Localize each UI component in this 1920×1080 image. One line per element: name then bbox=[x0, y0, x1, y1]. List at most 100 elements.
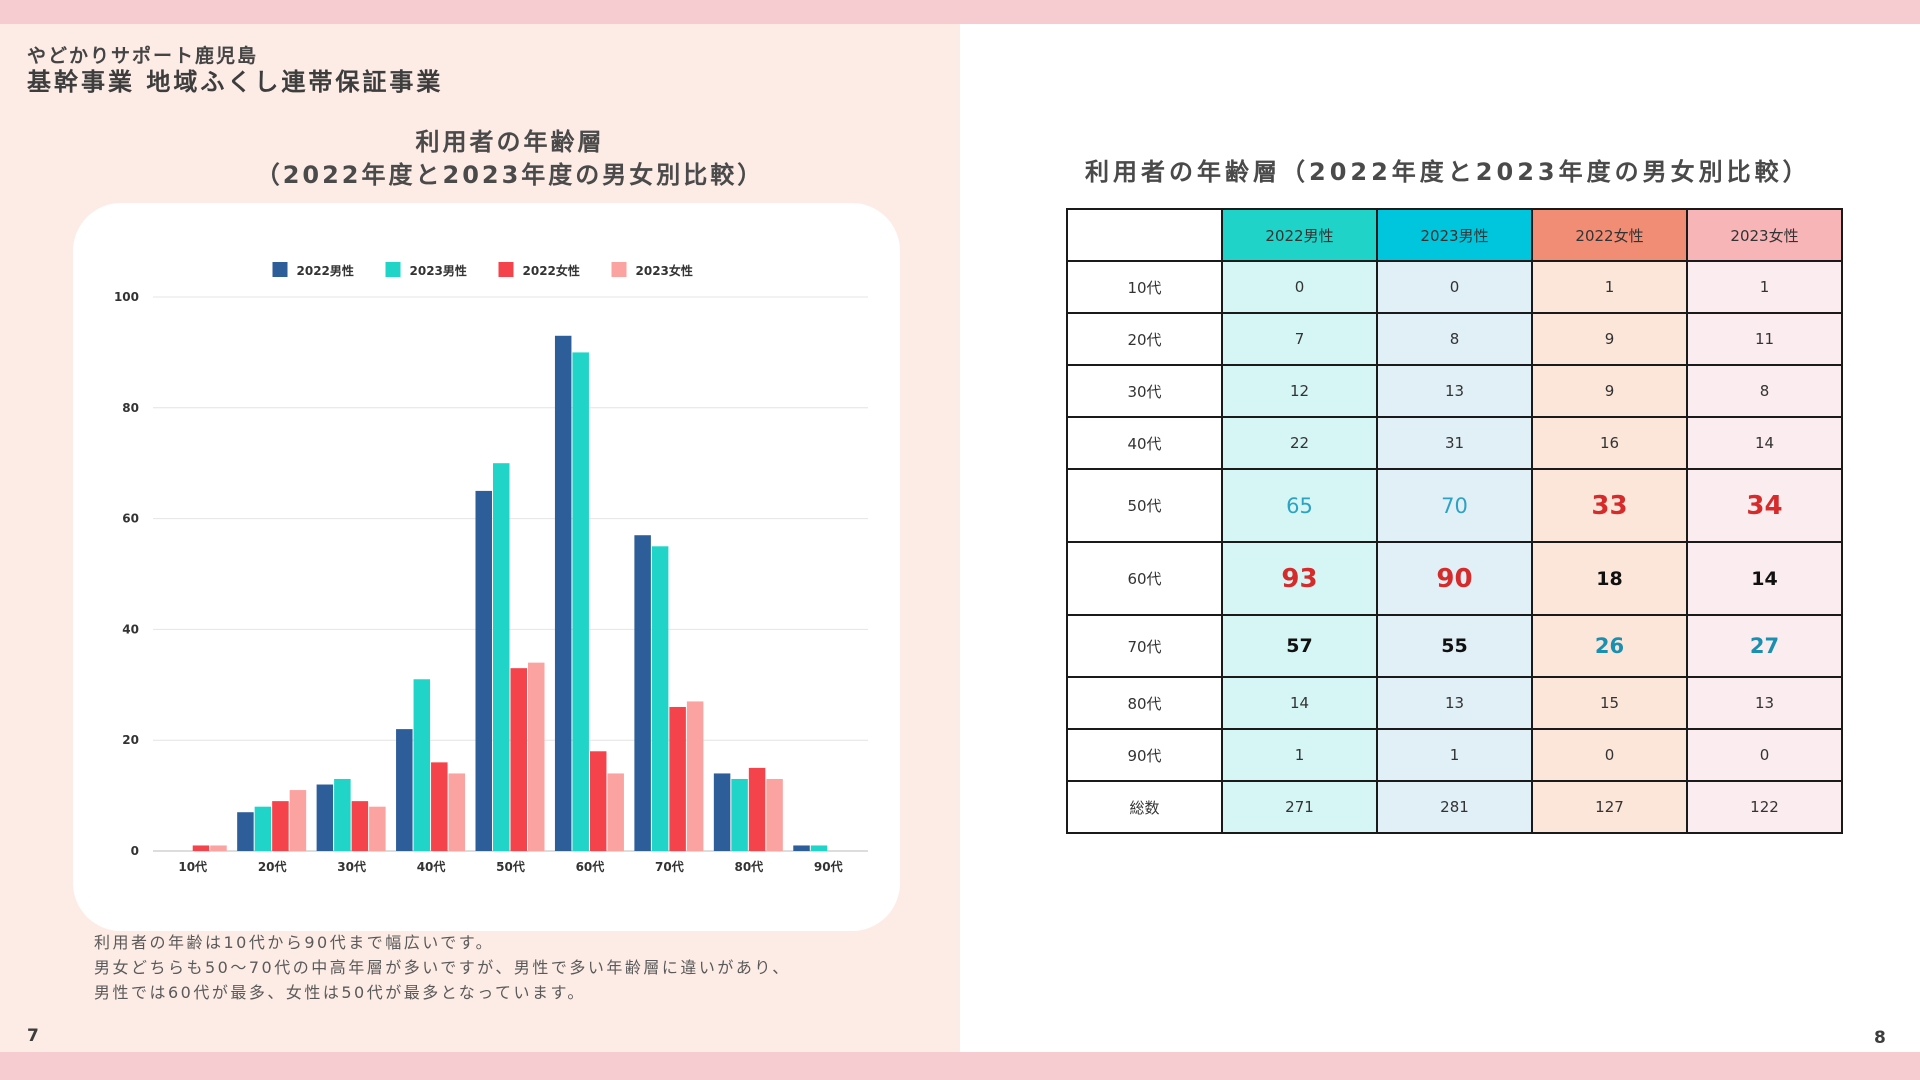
table-cell: 13 bbox=[1377, 365, 1532, 417]
table-cell: 14 bbox=[1687, 417, 1842, 469]
bar bbox=[476, 491, 493, 851]
table-cell: 0 bbox=[1222, 261, 1377, 313]
chart-card: 0 20 40 60 80 100 10代 20代 30代 40代 50代 60代 70代 80代 90代 2… bbox=[73, 203, 900, 931]
table-title: 利用者の年齢層（2022年度と2023年度の男女別比較） bbox=[1085, 152, 1811, 187]
chart-title-line2: （2022年度と2023年度の男女別比較） bbox=[0, 155, 1020, 190]
table-row-total: 総数 271 281 127 122 bbox=[1067, 781, 1842, 833]
row-label: 70代 bbox=[1067, 615, 1222, 677]
bar bbox=[210, 845, 227, 851]
table-row: 20代 7 8 9 11 bbox=[1067, 313, 1842, 365]
brand-title: 基幹事業 地域ふくし連帯保証事業 bbox=[27, 62, 443, 97]
bottom-decor-bar bbox=[0, 1052, 1920, 1080]
table-cell: 14 bbox=[1222, 677, 1377, 729]
table-row: 80代 14 13 15 13 bbox=[1067, 677, 1842, 729]
table-cell: 34 bbox=[1687, 469, 1842, 542]
table-cell: 281 bbox=[1377, 781, 1532, 833]
x-tick-label: 30代 bbox=[337, 859, 366, 874]
x-tick-label: 80代 bbox=[734, 859, 763, 874]
table-cell: 8 bbox=[1687, 365, 1842, 417]
x-tick-label: 60代 bbox=[576, 859, 605, 874]
row-label: 50代 bbox=[1067, 469, 1222, 542]
page-number-right: 8 bbox=[1874, 1028, 1886, 1048]
bar bbox=[793, 845, 810, 851]
table-cell: 13 bbox=[1377, 677, 1532, 729]
bar bbox=[687, 701, 704, 851]
table-cell: 271 bbox=[1222, 781, 1377, 833]
table-cell: 55 bbox=[1377, 615, 1532, 677]
top-decor-bar bbox=[0, 0, 1920, 24]
legend-label: 2022男性 bbox=[297, 263, 354, 278]
table-cell: 9 bbox=[1532, 313, 1687, 365]
bar bbox=[766, 779, 783, 851]
table-cell: 9 bbox=[1532, 365, 1687, 417]
table-cell: 33 bbox=[1532, 469, 1687, 542]
bar bbox=[290, 790, 307, 851]
bar bbox=[369, 807, 386, 851]
bar bbox=[317, 785, 334, 851]
table-cell: 1 bbox=[1687, 261, 1842, 313]
bar bbox=[334, 779, 351, 851]
table-header-2022-male: 2022男性 bbox=[1222, 209, 1377, 261]
table-cell: 18 bbox=[1532, 542, 1687, 615]
bar bbox=[493, 463, 510, 851]
bar bbox=[669, 707, 686, 851]
bar bbox=[731, 779, 748, 851]
bar bbox=[352, 801, 369, 851]
table-cell: 0 bbox=[1377, 261, 1532, 313]
legend-swatch bbox=[612, 262, 627, 277]
left-page: やどかりサポート鹿児島 基幹事業 地域ふくし連帯保証事業 利用者の年齢層 （20… bbox=[0, 24, 960, 1052]
table-cell: 14 bbox=[1687, 542, 1842, 615]
y-tick-label: 40 bbox=[122, 622, 139, 636]
table-cell: 8 bbox=[1377, 313, 1532, 365]
table-cell: 93 bbox=[1222, 542, 1377, 615]
bar bbox=[396, 729, 413, 851]
page-number-left: 7 bbox=[27, 1026, 39, 1046]
bar bbox=[449, 773, 466, 851]
legend-label: 2023女性 bbox=[636, 263, 693, 278]
table-cell: 13 bbox=[1687, 677, 1842, 729]
bar bbox=[431, 762, 448, 851]
table-row: 90代 1 1 0 0 bbox=[1067, 729, 1842, 781]
bar-chart: 02040608010010代 20代 30代 40代 50代 60代 70代 80代 90代2… bbox=[73, 203, 900, 931]
table-cell: 127 bbox=[1532, 781, 1687, 833]
bar bbox=[414, 679, 431, 851]
row-label: 30代 bbox=[1067, 365, 1222, 417]
table-header-row: 2022男性 2023男性 2022女性 2023女性 bbox=[1067, 209, 1842, 261]
legend-swatch bbox=[499, 262, 514, 277]
bar bbox=[237, 812, 254, 851]
table-cell: 22 bbox=[1222, 417, 1377, 469]
x-tick-label: 20代 bbox=[258, 859, 287, 874]
table-cell: 26 bbox=[1532, 615, 1687, 677]
table-cell: 122 bbox=[1687, 781, 1842, 833]
description-line2: 男女どちらも50〜70代の中高年層が多いですが、男性で多い年齢層に違いがあり、 bbox=[94, 955, 791, 980]
bar bbox=[652, 546, 669, 851]
table-header-corner bbox=[1067, 209, 1222, 261]
row-label: 20代 bbox=[1067, 313, 1222, 365]
x-tick-label: 40代 bbox=[417, 859, 446, 874]
bar bbox=[607, 773, 624, 851]
bar bbox=[555, 336, 572, 851]
table-header-2023-female: 2023女性 bbox=[1687, 209, 1842, 261]
x-tick-label: 10代 bbox=[178, 859, 207, 874]
bar bbox=[272, 801, 289, 851]
row-label: 40代 bbox=[1067, 417, 1222, 469]
row-label: 90代 bbox=[1067, 729, 1222, 781]
table-cell: 15 bbox=[1532, 677, 1687, 729]
table-cell: 65 bbox=[1222, 469, 1377, 542]
bar bbox=[193, 845, 210, 851]
table-cell: 0 bbox=[1687, 729, 1842, 781]
table-row: 40代 22 31 16 14 bbox=[1067, 417, 1842, 469]
table-cell: 1 bbox=[1532, 261, 1687, 313]
table-cell: 16 bbox=[1532, 417, 1687, 469]
table-row: 30代 12 13 9 8 bbox=[1067, 365, 1842, 417]
legend-label: 2023男性 bbox=[410, 263, 467, 278]
table-header-2023-male: 2023男性 bbox=[1377, 209, 1532, 261]
bar bbox=[634, 535, 651, 851]
table-cell: 12 bbox=[1222, 365, 1377, 417]
legend-swatch bbox=[386, 262, 401, 277]
chart-title-line1: 利用者の年齢層 bbox=[0, 122, 1020, 157]
table-row: 70代 57 55 26 27 bbox=[1067, 615, 1842, 677]
row-label: 総数 bbox=[1067, 781, 1222, 833]
table-cell: 0 bbox=[1532, 729, 1687, 781]
x-tick-label: 90代 bbox=[814, 859, 843, 874]
